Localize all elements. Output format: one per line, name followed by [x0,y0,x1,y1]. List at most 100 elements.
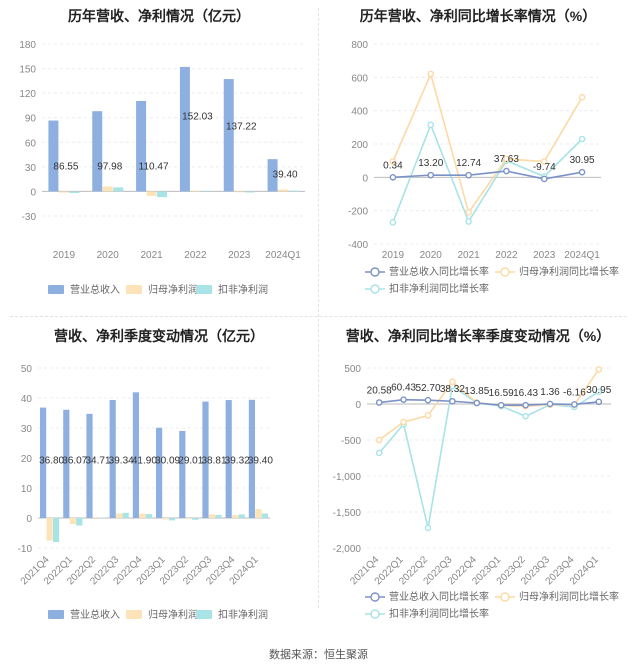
chart-title: 历年营收、净利情况（亿元） [68,8,250,24]
legend-item: 扣非净利润同比增长率 [365,607,489,620]
bar [179,430,186,518]
data-point [578,168,586,176]
data-point [595,398,603,406]
legend-item: 扣非净利润 [196,608,268,621]
legend-item: 归母净利润同比增长率 [495,590,619,603]
bar [76,518,83,526]
data-point [473,399,481,407]
legend-label: 扣非净利润同比增长率 [389,607,489,620]
quarterly-revenue-profit-chart: 营收、净利季度变动情况（亿元） -10 0 10 20 30 40 50 2021Q4 2022… [0,318,318,644]
series-line [392,170,583,180]
data-label: 97.98 [97,162,122,173]
x-tick-label: 2024Q1 [564,250,600,261]
x-tick-label: 2024Q1 [265,250,301,261]
y-tick-label: 150 [19,65,36,76]
data-label: 20.58 [367,386,392,397]
data-point [595,366,603,373]
data-label: 30.95 [570,155,595,166]
bar [122,512,129,518]
bar [225,400,232,518]
legend-label: 归母净利润 [148,283,198,296]
bar [109,399,116,518]
legend-swatch [196,610,212,619]
bar [215,515,222,518]
legend-swatch [126,285,142,294]
legend-swatch [48,285,64,294]
y-tick-label: 200 [351,140,368,151]
bar [234,191,245,193]
series-line [378,384,600,529]
bar [169,518,176,521]
legend-label: 营业总收入 [70,608,120,621]
legend-label: 扣非净利润 [218,283,268,296]
y-tick-label: -500 [341,436,361,447]
series-line [379,398,599,406]
bar [278,189,289,192]
y-tick-label: 50 [21,364,33,375]
y-tick-label: -2,000 [333,544,362,555]
x-tick-label: 2023 [228,250,251,261]
data-label: 41.90 [132,455,157,466]
data-label: 36.07 [62,455,87,466]
legend-marker [500,592,510,602]
bar [223,79,234,192]
data-label: 152.03 [182,112,213,123]
legend-marker [500,267,510,277]
legend-item: 营业总收入同比增长率 [365,590,489,603]
y-tick-label: 90 [25,114,37,125]
y-tick-label: -200 [348,207,368,218]
bar [86,413,93,518]
y-tick-label: -1,500 [333,508,362,519]
data-label: 16.43 [513,388,538,399]
legend-marker [370,284,380,294]
data-label: 34.71 [85,455,110,466]
data-label: -9.74 [533,162,556,173]
bar [232,515,239,518]
bar [248,399,255,518]
data-point [571,401,578,408]
bar [146,191,157,196]
bar [102,186,113,192]
data-point [546,400,554,408]
bar [162,518,169,520]
legend-marker [370,267,380,277]
y-tick-label: 30 [25,163,37,174]
quarterly-growth-rate-chart: 营收、净利同比增长率季度变动情况（%） -2,000 -1,500 -1,000 -5… [319,318,637,644]
data-label: 30.95 [586,385,611,396]
bar [40,407,47,518]
legend-label: 扣非净利润 [218,608,268,621]
data-point [375,436,383,444]
legend-item: 归母净利润 [126,283,198,296]
bar [156,427,163,518]
data-point [578,135,586,143]
data-label: 60.43 [391,383,416,394]
chart-title: 历年营收、净利同比增长率情况（%） [359,8,597,24]
data-label: -6.16 [563,387,586,398]
data-point [522,412,529,420]
y-tick-label: 30 [21,424,33,435]
series-line [392,71,583,215]
y-tick-label: 60 [25,138,37,149]
chart-title: 营收、净利季度变动情况（亿元） [54,328,264,344]
bar [116,513,123,518]
data-point [424,396,432,404]
bar [69,518,76,524]
data-point [522,401,529,409]
legend-marker [370,592,380,602]
bar [157,191,168,198]
data-point [424,524,432,532]
x-tick-label: 2021 [140,250,163,261]
data-label: 12.74 [456,158,481,169]
data-point [540,158,548,165]
data-point [540,175,548,183]
chart-plot: -10010203040502021Q42022Q12022Q22022Q320… [18,364,274,621]
bar [132,392,139,518]
bar [69,191,80,194]
data-label: 39.32 [225,455,250,466]
x-tick-label: 2020 [420,250,443,261]
chart-title: 营收、净利同比增长率季度变动情况（%） [345,328,611,344]
bar [48,120,59,192]
y-tick-label: 0 [355,400,361,411]
data-point [595,388,603,396]
legend-item: 扣非净利润 [196,283,268,296]
